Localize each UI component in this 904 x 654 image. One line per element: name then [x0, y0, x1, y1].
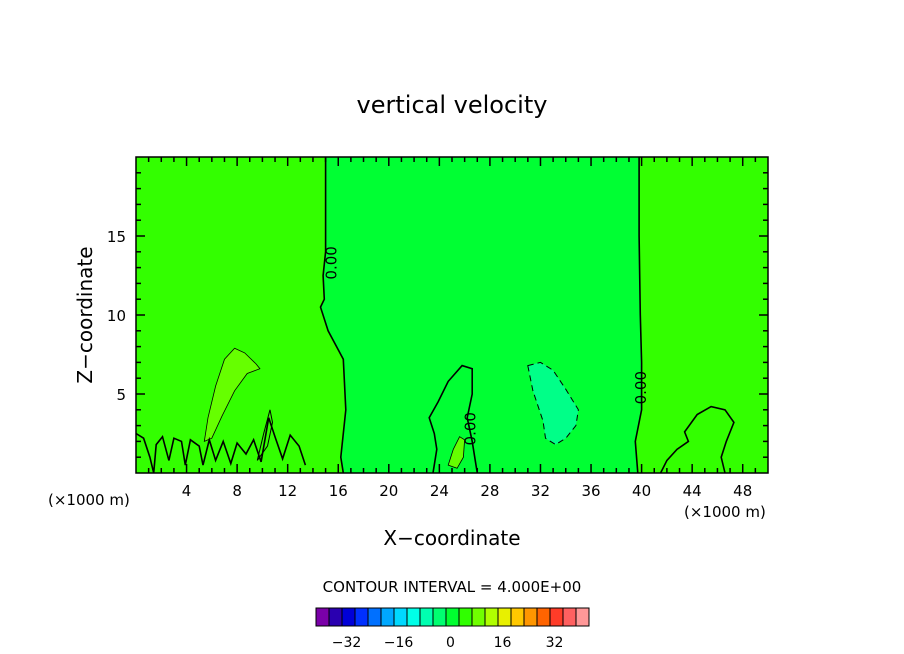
- colorbar-swatch: [510, 607, 525, 627]
- y-tick-label: 15: [107, 228, 126, 246]
- zero-contour-bump-24km: [428, 364, 479, 474]
- contour-label: 0.00: [322, 246, 340, 279]
- colorbar-swatch: [328, 607, 343, 627]
- negative-contour-dashed: [527, 361, 579, 446]
- colorbar-swatch: [419, 607, 434, 627]
- colorbar-swatch: [536, 607, 551, 627]
- y-axis-label: Z−coordinate: [73, 246, 97, 383]
- colorbar-swatch: [445, 607, 460, 627]
- zero-contour-right: [634, 157, 643, 474]
- x-tick-label: 24: [430, 482, 449, 500]
- colorbar: [315, 607, 590, 627]
- contour-lines: [135, 157, 735, 474]
- x-tick-label: 36: [581, 482, 600, 500]
- colorbar-tick-label: 32: [546, 635, 564, 651]
- colorbar-swatch: [380, 607, 395, 627]
- plot-area: [136, 157, 768, 473]
- contour-labels: 0.00 0.00 0.00: [322, 246, 650, 445]
- colorbar-swatch: [458, 607, 473, 627]
- colorbar-swatch: [484, 607, 499, 627]
- x-tick-label: 16: [329, 482, 348, 500]
- x-tick-label: 28: [480, 482, 499, 500]
- x-axis-label: X−coordinate: [383, 526, 520, 550]
- contour-label: 0.00: [632, 371, 650, 404]
- x-tick-label: 12: [278, 482, 297, 500]
- colorbar-swatch: [549, 607, 564, 627]
- x-tick-labels: 4 8 12 16 20 24 28 32 36 40 44 48: [182, 482, 752, 500]
- colorbar-swatch: [471, 607, 486, 627]
- zero-contour-left: [319, 157, 347, 474]
- x-tick-label: 8: [232, 482, 242, 500]
- colorbar-tick-label: 0: [446, 635, 455, 651]
- x-unit-left: (×1000 m): [48, 491, 130, 509]
- colorbar-swatch: [562, 607, 577, 627]
- zero-contour-surface-left: [135, 417, 307, 474]
- y-tick-labels: 5 10 15: [107, 228, 126, 404]
- positive-contour-thin: [256, 409, 274, 461]
- colorbar-tick-label: −32: [332, 635, 362, 651]
- axis-ticks: [136, 157, 768, 473]
- colorbar-swatch: [406, 607, 421, 627]
- x-tick-label: 4: [182, 482, 192, 500]
- colorbar-swatch: [432, 607, 447, 627]
- region-positive-strong-bottom: [447, 436, 466, 469]
- x-tick-label: 32: [531, 482, 550, 500]
- colorbar-swatch: [367, 607, 382, 627]
- colorbar-swatch: [315, 607, 330, 627]
- x-tick-label: 48: [733, 482, 752, 500]
- colorbar-swatch: [575, 607, 590, 627]
- region-negative-center: [320, 157, 642, 473]
- colorbar-tick-labels: −32 −16 0 16 32: [332, 635, 564, 651]
- colorbar-tick-label: 16: [494, 635, 512, 651]
- region-positive-strong-left: [203, 347, 261, 443]
- colorbar-swatch: [523, 607, 538, 627]
- x-unit-right: (×1000 m): [684, 503, 766, 521]
- chart-title: vertical velocity: [357, 91, 548, 119]
- x-tick-label: 44: [683, 482, 702, 500]
- colorbar-swatch: [354, 607, 369, 627]
- y-tick-label: 5: [116, 386, 126, 404]
- zero-contour-bump-44km: [659, 405, 735, 474]
- region-negative-strong-center: [527, 362, 579, 445]
- colorbar-tick-label: −16: [384, 635, 414, 651]
- x-tick-label: 20: [379, 482, 398, 500]
- contour-interval-text: CONTOUR INTERVAL = 4.000E+00: [323, 578, 582, 596]
- colorbar-swatch: [341, 607, 356, 627]
- y-tick-label: 10: [107, 307, 126, 325]
- colorbar-swatch: [393, 607, 408, 627]
- contour-label: 0.00: [461, 412, 479, 445]
- colorbar-swatch: [497, 607, 512, 627]
- region-positive-right: [635, 157, 768, 473]
- x-tick-label: 40: [632, 482, 651, 500]
